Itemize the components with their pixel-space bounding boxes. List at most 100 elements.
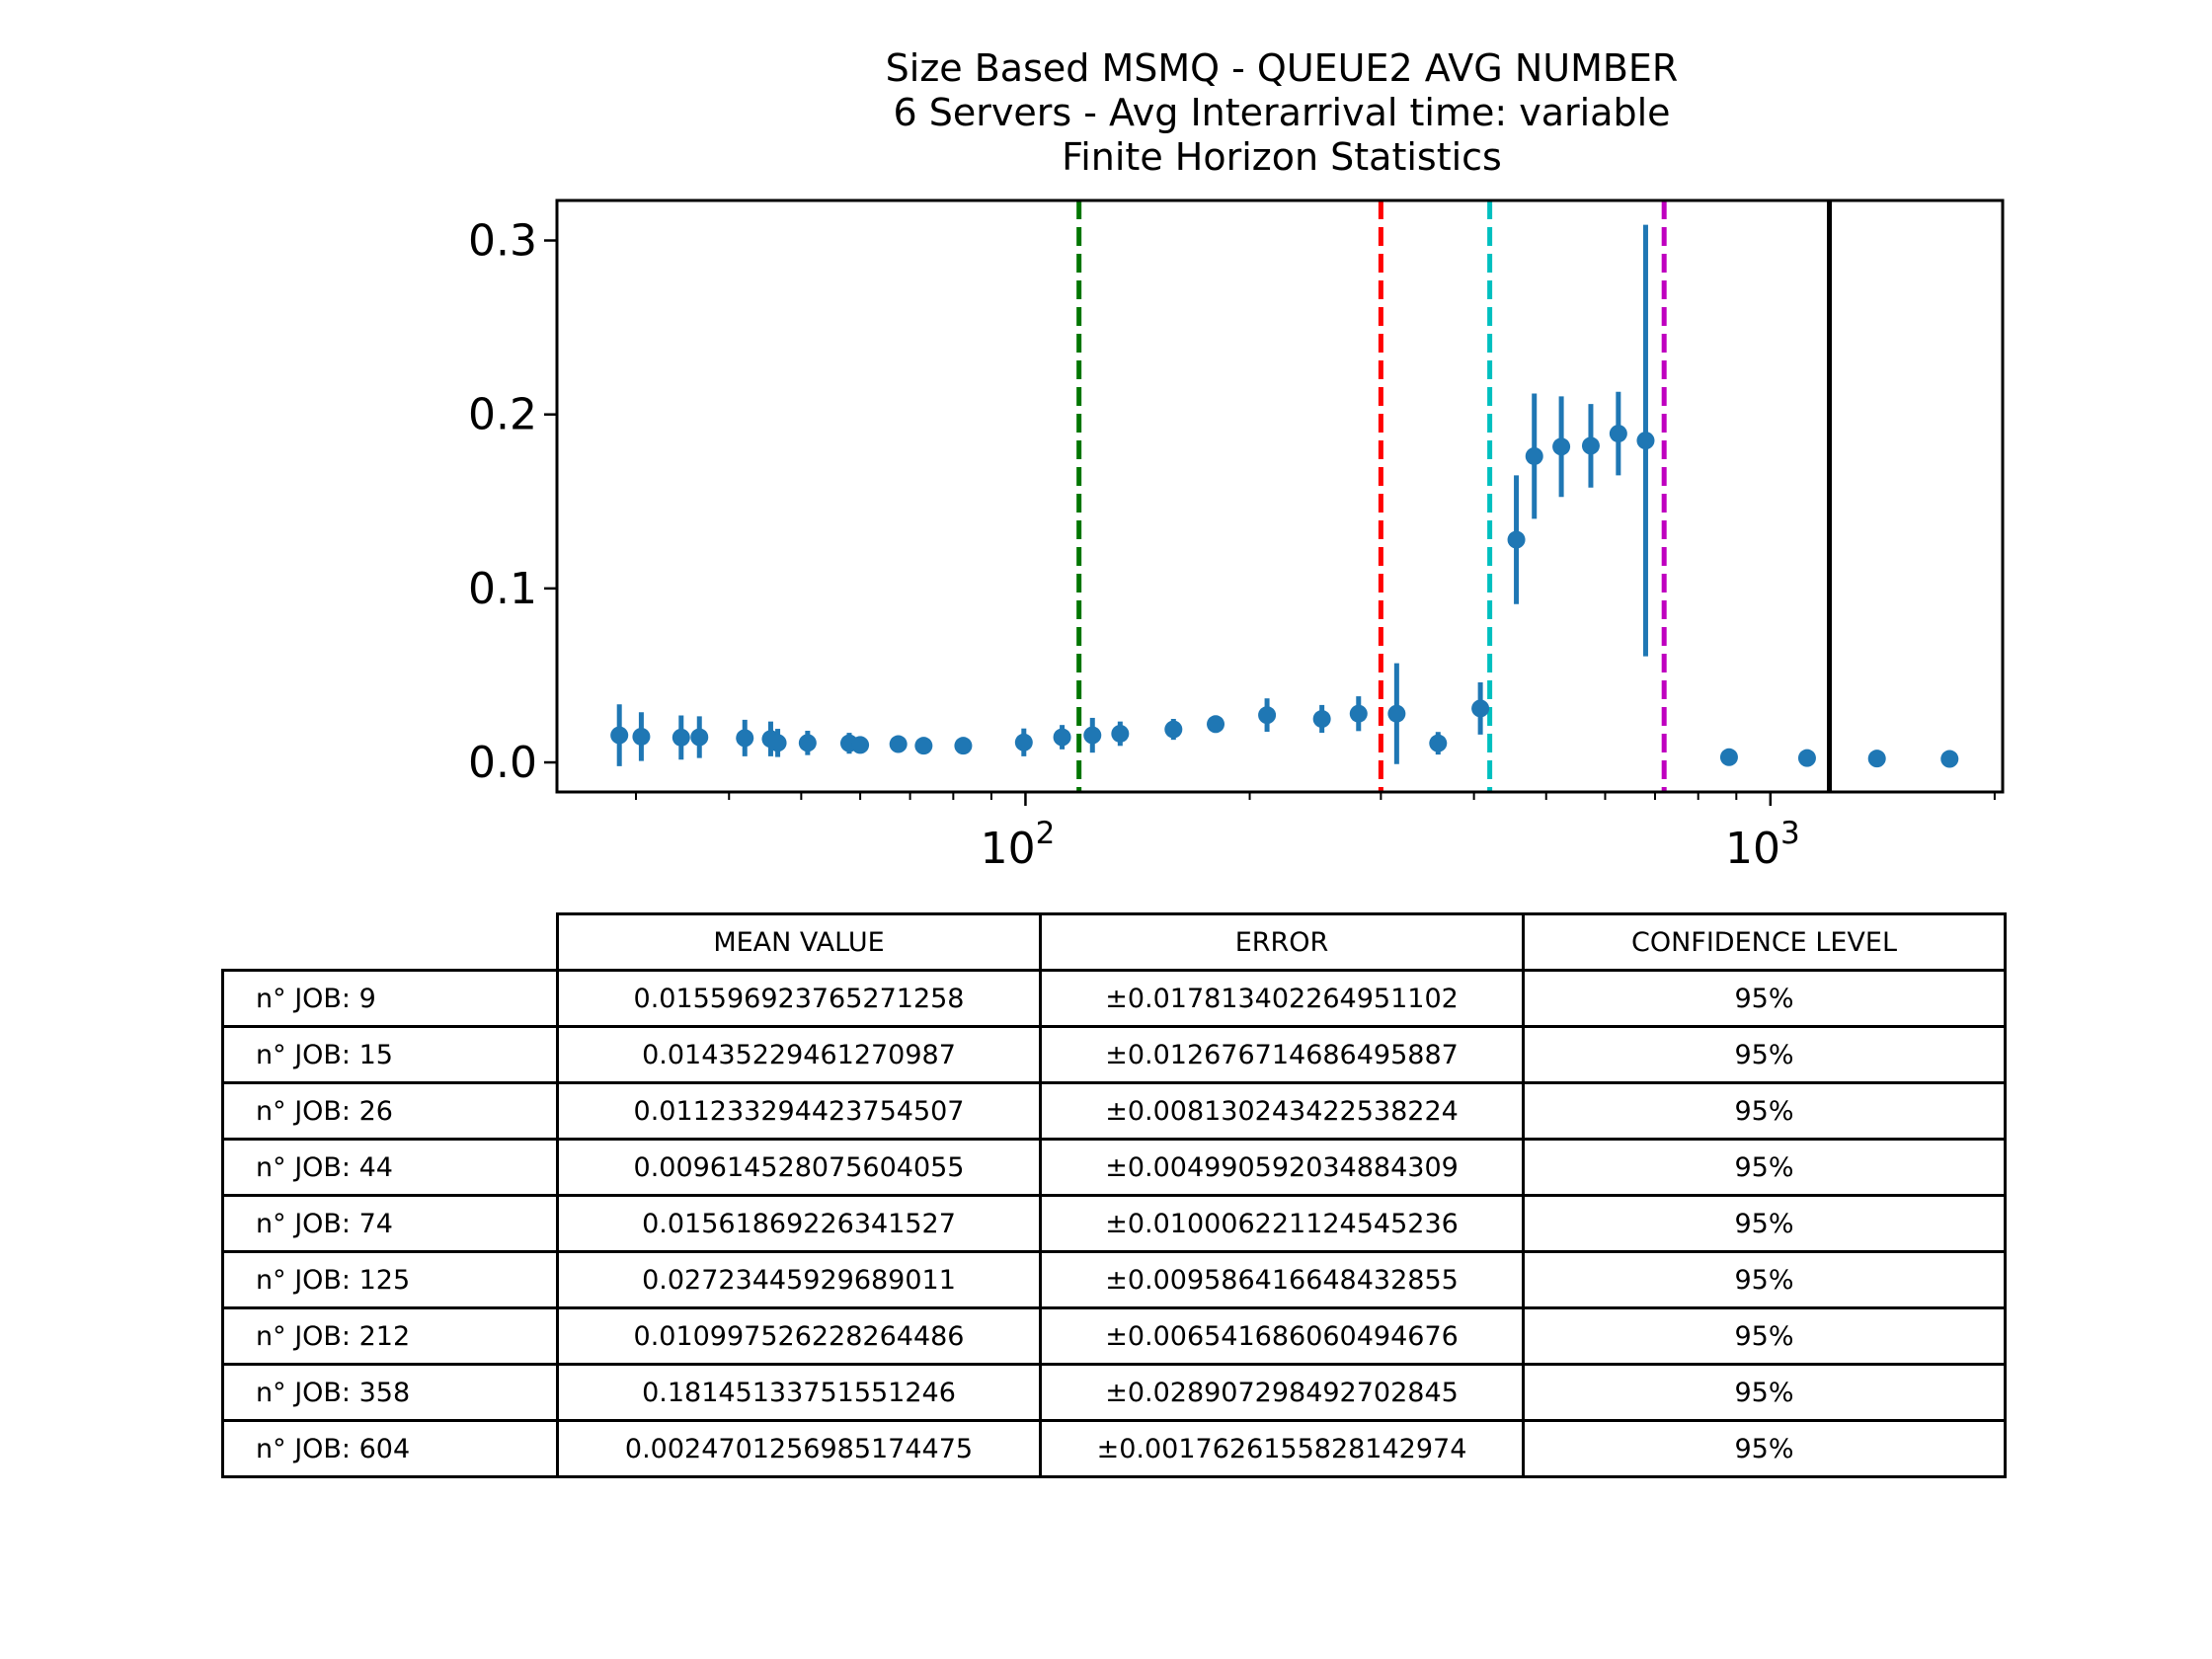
- data-point: [1609, 425, 1627, 443]
- confidence-cell: 95%: [1522, 1363, 2007, 1422]
- table-row: n° JOB: 9 0.015596923765271258 ±0.017813…: [221, 969, 2007, 1028]
- error-cell: ±0.028907298492702845: [1039, 1363, 1525, 1422]
- data-point: [632, 727, 651, 746]
- row-label: n° JOB: 15: [221, 1025, 559, 1084]
- mean-cell: 0.0024701256985174475: [556, 1419, 1042, 1478]
- x-axis-ticks: 102 103: [635, 792, 1996, 874]
- confidence-cell: 95%: [1522, 969, 2007, 1028]
- header-mean-value: MEAN VALUE: [556, 912, 1042, 972]
- table-header-row: MEAN VALUE ERROR CONFIDENCE LEVEL: [223, 912, 2007, 972]
- data-point: [736, 729, 754, 748]
- mean-cell: 0.01561869226341527: [556, 1194, 1042, 1253]
- row-label: n° JOB: 212: [221, 1306, 559, 1366]
- y-tick-label: 0.0: [468, 738, 537, 788]
- data-point: [1940, 750, 1959, 768]
- row-label: n° JOB: 26: [221, 1081, 559, 1141]
- data-point: [1719, 748, 1738, 766]
- confidence-cell: 95%: [1522, 1306, 2007, 1366]
- table-row: n° JOB: 358 0.18145133751551246 ±0.02890…: [221, 1363, 2007, 1422]
- error-cell: ±0.004990592034884309: [1039, 1138, 1525, 1197]
- confidence-cell: 95%: [1522, 1250, 2007, 1309]
- data-point: [1387, 704, 1406, 723]
- error-cell: ±0.012676714686495887: [1039, 1025, 1525, 1084]
- statistics-table: MEAN VALUE ERROR CONFIDENCE LEVEL n° JOB…: [221, 912, 2007, 1478]
- error-cell: ±0.017813402264951102: [1039, 969, 1525, 1028]
- header-error: ERROR: [1039, 912, 1525, 972]
- error-cell: ±0.010006221124545236: [1039, 1194, 1525, 1253]
- table-row: n° JOB: 15 0.01435229461270987 ±0.012676…: [221, 1025, 2007, 1084]
- data-point: [1258, 706, 1277, 725]
- table-row: n° JOB: 212 0.010997526228264486 ±0.0065…: [221, 1306, 2007, 1366]
- chart-title: Size Based MSMQ - QUEUE2 AVG NUMBER 6 Se…: [886, 46, 1679, 179]
- table-row: n° JOB: 125 0.02723445929689011 ±0.00958…: [221, 1250, 2007, 1309]
- table-row: n° JOB: 44 0.009614528075604055 ±0.00499…: [221, 1138, 2007, 1197]
- error-cell: ±0.009586416648432855: [1039, 1250, 1525, 1309]
- data-point: [610, 726, 629, 745]
- row-label: n° JOB: 358: [221, 1363, 559, 1422]
- confidence-cell: 95%: [1522, 1194, 2007, 1253]
- plot-frame: [555, 198, 2005, 794]
- confidence-cell: 95%: [1522, 1138, 2007, 1197]
- table-row: n° JOB: 26 0.011233294423754507 ±0.00813…: [221, 1081, 2007, 1141]
- x-tick-label: 102: [981, 816, 1056, 874]
- table-row: n° JOB: 74 0.01561869226341527 ±0.010006…: [221, 1194, 2007, 1253]
- mean-cell: 0.011233294423754507: [556, 1081, 1042, 1141]
- error-cell: ±0.006541686060494676: [1039, 1306, 1525, 1366]
- data-points: [610, 224, 1959, 768]
- mean-cell: 0.009614528075604055: [556, 1138, 1042, 1197]
- data-point: [1636, 432, 1655, 450]
- data-point: [1164, 720, 1183, 739]
- data-point: [768, 734, 787, 752]
- mean-cell: 0.015596923765271258: [556, 969, 1042, 1028]
- title-line-2: 6 Servers - Avg Interarrival time: varia…: [893, 91, 1670, 134]
- data-point: [1111, 724, 1130, 743]
- data-point: [1429, 734, 1448, 752]
- data-point: [1797, 749, 1816, 767]
- row-label: n° JOB: 604: [221, 1419, 559, 1478]
- data-point: [889, 735, 908, 753]
- data-point: [914, 737, 933, 755]
- data-point: [1552, 437, 1571, 456]
- mean-cell: 0.02723445929689011: [556, 1250, 1042, 1309]
- y-tick-label: 0.1: [468, 564, 537, 614]
- mean-cell: 0.18145133751551246: [556, 1363, 1042, 1422]
- mean-cell: 0.010997526228264486: [556, 1306, 1042, 1366]
- row-label: n° JOB: 125: [221, 1250, 559, 1309]
- data-point: [1053, 728, 1071, 747]
- table-corner: [223, 914, 558, 971]
- data-point: [954, 737, 973, 755]
- confidence-cell: 95%: [1522, 1419, 2007, 1478]
- data-point: [690, 728, 709, 747]
- data-point: [1471, 699, 1490, 718]
- table-row: n° JOB: 604 0.0024701256985174475 ±0.001…: [221, 1419, 2007, 1478]
- data-point: [1207, 715, 1225, 734]
- data-point: [798, 734, 817, 752]
- data-point: [672, 728, 690, 747]
- title-line-1: Size Based MSMQ - QUEUE2 AVG NUMBER: [886, 46, 1679, 90]
- data-point: [1014, 733, 1033, 751]
- chart: Size Based MSMQ - QUEUE2 AVG NUMBER 6 Se…: [468, 46, 2005, 874]
- row-label: n° JOB: 9: [221, 969, 559, 1028]
- y-tick-label: 0.2: [468, 390, 537, 440]
- confidence-cell: 95%: [1522, 1081, 2007, 1141]
- header-confidence-level: CONFIDENCE LEVEL: [1522, 912, 2007, 972]
- error-cell: ±0.0017626155828142974: [1039, 1419, 1525, 1478]
- y-axis-ticks: 0.0 0.1 0.2 0.3: [468, 216, 557, 788]
- mean-cell: 0.01435229461270987: [556, 1025, 1042, 1084]
- error-cell: ±0.008130243422538224: [1039, 1081, 1525, 1141]
- data-point: [1525, 446, 1543, 465]
- y-tick-label: 0.3: [468, 216, 537, 267]
- data-point: [1349, 704, 1368, 723]
- data-point: [851, 736, 870, 754]
- row-label: n° JOB: 44: [221, 1138, 559, 1197]
- x-tick-label: 103: [1725, 816, 1800, 874]
- confidence-cell: 95%: [1522, 1025, 2007, 1084]
- data-point: [1867, 750, 1886, 768]
- data-point: [1581, 436, 1600, 455]
- title-line-3: Finite Horizon Statistics: [1062, 135, 1502, 179]
- data-point: [1312, 710, 1331, 729]
- data-point: [1083, 726, 1102, 745]
- data-point: [1507, 530, 1526, 549]
- reference-lines: [1076, 200, 1833, 792]
- row-label: n° JOB: 74: [221, 1194, 559, 1253]
